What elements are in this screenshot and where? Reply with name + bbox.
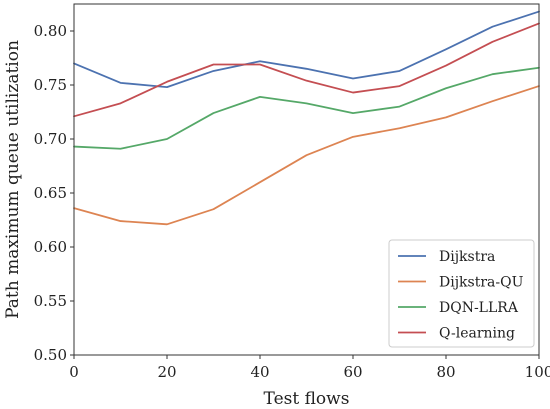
plot-frame — [73, 3, 540, 356]
y-tick-label: 0.80 — [34, 22, 67, 40]
x-tick-label: 100 — [525, 363, 550, 381]
legend-label: Q-learning — [439, 326, 515, 342]
x-tick-label: 40 — [250, 363, 269, 381]
x-tick-label: 60 — [343, 363, 362, 381]
x-tick-label: 0 — [69, 363, 79, 381]
legend: Dijkstra Dijkstra-QU DQN-LLRA Q-learning — [388, 239, 535, 348]
y-tick-label: 0.75 — [34, 76, 67, 94]
y-tick-label: 0.55 — [34, 292, 67, 310]
x-axis-ticks: 0 20 40 60 80 100 — [69, 355, 550, 381]
y-tick-label: 0.70 — [34, 130, 67, 148]
legend-box — [388, 239, 535, 348]
x-tick-label: 80 — [436, 363, 455, 381]
legend-label: Dijkstra — [439, 249, 495, 265]
y-tick-label: 0.60 — [34, 238, 67, 256]
series-line-dijkstra — [73, 10, 540, 89]
legend-label: Dijkstra-QU — [439, 275, 524, 291]
y-tick-label: 0.50 — [34, 346, 67, 364]
plot-area — [73, 10, 540, 226]
legend-label: DQN-LLRA — [439, 300, 519, 316]
x-tick-label: 20 — [157, 363, 176, 381]
y-tick-label: 0.65 — [34, 184, 67, 202]
y-axis-ticks: 0.50 0.55 0.60 0.65 0.70 0.75 0.80 — [34, 22, 74, 364]
x-axis-label: Test flows — [264, 389, 350, 409]
y-axis-label: Path maximum queue utilization — [3, 40, 23, 319]
